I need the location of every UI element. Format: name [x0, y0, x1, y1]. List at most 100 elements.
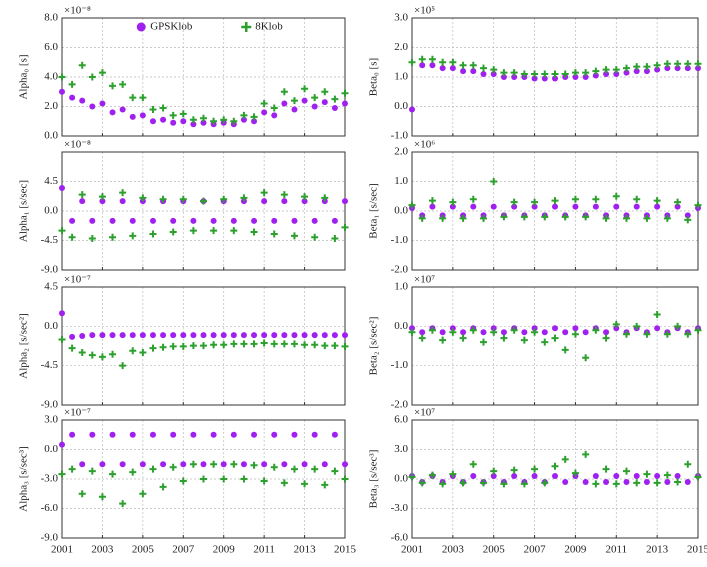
point: [684, 60, 692, 68]
point: [674, 65, 681, 72]
point: [643, 330, 651, 338]
point: [663, 330, 671, 338]
y-tick-label: 1.0: [394, 71, 408, 83]
point: [321, 342, 329, 350]
point: [470, 68, 477, 75]
point: [469, 195, 477, 203]
point: [419, 62, 426, 69]
point: [653, 197, 661, 205]
point: [59, 185, 65, 192]
point: [79, 97, 86, 104]
point: [449, 65, 456, 72]
point: [511, 203, 518, 210]
y-axis-label: Alpha₀ [s]: [18, 54, 30, 99]
y-tick-label: 0.0: [44, 205, 58, 217]
point: [79, 198, 86, 205]
point: [561, 455, 569, 463]
point: [59, 310, 65, 317]
y-tick-label: -9.0: [41, 264, 59, 276]
point: [240, 194, 248, 202]
point: [531, 203, 538, 210]
point: [280, 479, 288, 487]
point: [531, 325, 538, 332]
point: [653, 61, 661, 69]
plot-frame: [411, 151, 699, 271]
y-tick-label: 1.0: [394, 175, 408, 187]
point: [210, 431, 217, 438]
point: [500, 74, 507, 80]
point: [311, 103, 318, 110]
point: [531, 198, 539, 206]
point: [89, 103, 96, 110]
y-tick-label: -2.0: [391, 264, 409, 276]
x-tick-label: 2009: [213, 544, 236, 556]
y-scale: ×10⁻⁸: [64, 139, 91, 151]
point: [592, 480, 600, 488]
point: [311, 332, 318, 339]
point: [409, 325, 415, 332]
y-axis-label: Beta₂ [s/sec²]: [368, 317, 380, 376]
point: [592, 67, 600, 75]
point: [200, 332, 207, 339]
point: [571, 195, 579, 203]
point: [281, 198, 288, 205]
point: [119, 332, 126, 339]
y-scale: ×10⁶: [414, 139, 435, 151]
point: [623, 214, 630, 222]
point: [230, 332, 237, 339]
point: [78, 490, 86, 498]
point: [490, 325, 497, 332]
point: [602, 465, 610, 473]
point: [139, 490, 147, 498]
point: [582, 69, 590, 77]
point: [321, 332, 328, 339]
point: [59, 88, 65, 95]
point: [663, 214, 671, 222]
point: [139, 112, 146, 119]
point: [551, 334, 559, 342]
y-tick-label: 6.0: [394, 414, 408, 426]
y-tick-label: 8.0: [44, 12, 58, 24]
point: [331, 342, 339, 350]
y-tick-label: -9.0: [41, 532, 59, 544]
y-tick-label: -6.0: [391, 532, 409, 544]
point: [592, 473, 599, 480]
point: [190, 332, 197, 339]
point: [643, 214, 651, 222]
point: [159, 104, 167, 112]
point: [200, 475, 207, 483]
point: [260, 100, 268, 108]
point: [99, 332, 106, 339]
point: [612, 320, 620, 328]
point: [684, 65, 691, 72]
panel: -9.0 -4.5 0.0 4.5 ×10⁻⁸ Alpha₁ [s/sec]: [18, 139, 349, 276]
point: [321, 461, 328, 468]
point: [301, 332, 308, 339]
point: [190, 217, 197, 224]
point: [220, 195, 228, 203]
point: [109, 82, 117, 90]
point: [603, 71, 610, 78]
point: [290, 232, 298, 240]
y-tick-label: 3.0: [394, 443, 408, 455]
point: [623, 69, 630, 76]
y-tick-label: -3.0: [391, 502, 409, 514]
y-scale: ×10⁷: [414, 407, 435, 419]
point: [250, 340, 258, 348]
point: [251, 332, 258, 339]
y-axis-label: Beta₁ [s/sec]: [368, 183, 380, 238]
y-tick-label: -4.5: [41, 359, 59, 371]
point: [159, 483, 167, 491]
point: [571, 330, 579, 338]
point: [190, 431, 197, 438]
point: [301, 461, 308, 468]
point: [694, 326, 702, 334]
y-tick-label: 4.0: [44, 71, 58, 83]
point: [139, 461, 146, 468]
point: [129, 468, 137, 476]
point: [684, 216, 692, 224]
plot-frame: [411, 286, 699, 406]
point: [408, 473, 416, 481]
point: [428, 197, 436, 205]
point: [459, 334, 467, 342]
